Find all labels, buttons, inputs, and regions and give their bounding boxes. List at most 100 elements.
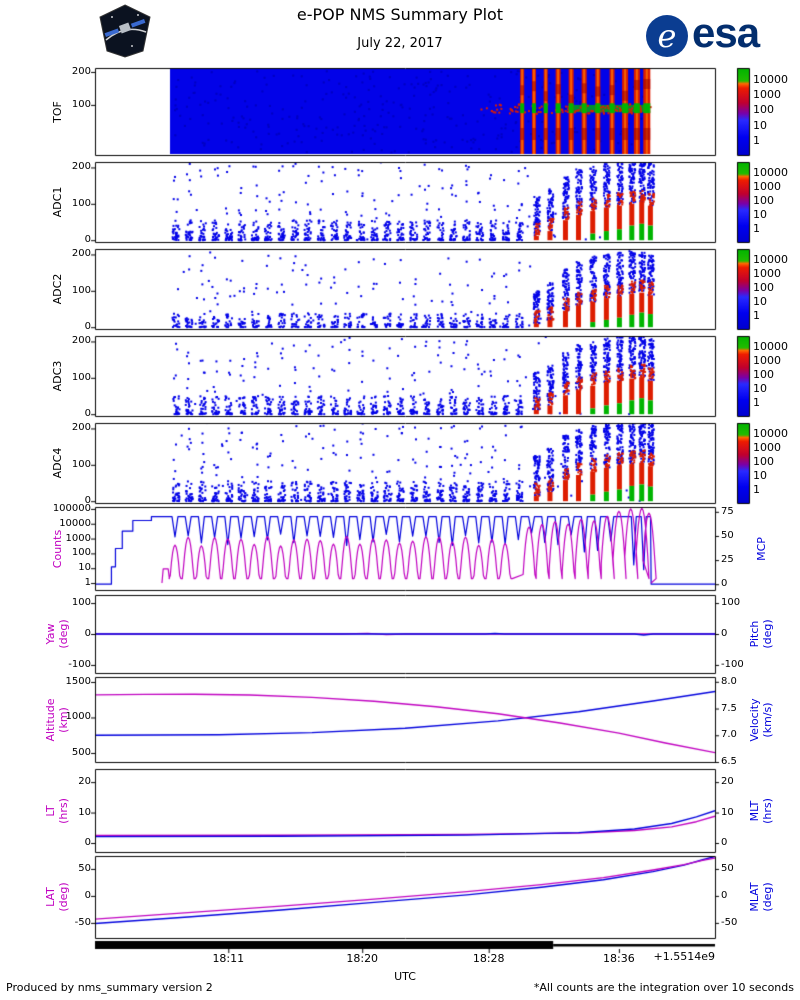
y-tick-label: 100 [71,547,91,559]
esa-emblem-icon: e [646,15,688,57]
y-tick-label: 0 [84,837,91,848]
axis-title-adc3: ADC3 [50,360,64,392]
y-tick-label: 1000 [65,711,91,723]
y-tick-label: -100 [721,658,744,670]
y-tick-label: 50 [721,862,734,874]
y-tick-label: 200 [71,65,91,77]
x-tick-label: 18:20 [346,952,379,965]
y-tick-label: 20 [721,776,734,788]
y-tick-label: 100 [71,458,91,470]
axis-offset-label: +1.5514e9 [653,950,715,963]
colorbar-tick-label: 1 [753,133,760,147]
colorbar-tick-label: 10000 [753,340,788,353]
y-tick-label: 10 [78,562,91,574]
x-axis-title: UTC [394,970,416,983]
y-tick-label: 100 [71,284,91,296]
colorbar-tick-label: 100 [753,103,774,117]
colorbar-tick-label: 1 [753,309,760,322]
y-tick-label: 0 [84,408,91,420]
colorbar-tick-label: 1000 [753,441,781,454]
y-tick-label: 0 [84,628,91,639]
axis-title-altitude-left: Altitude (km) [44,698,70,741]
colorbar-tick-label: 1000 [753,354,781,367]
colorbar-tick-label: 10 [753,118,767,132]
y-tick-label: -50 [74,916,91,928]
y-tick-label: 100 [721,597,741,609]
satellite-icon [104,18,146,38]
y-tick-label: 0 [721,889,728,901]
colorbar-tick-label: 10000 [753,427,788,440]
y-tick-label: 200 [71,422,91,434]
colorbar-tick-label: 100 [753,194,774,207]
y-tick-label: 10000 [59,517,91,529]
colorbar-tick-label: 10000 [753,72,788,86]
y-tick-label: 10 [78,806,91,818]
plot-title: e-POP NMS Summary Plot [296,5,504,24]
y-tick-label: 100 [71,597,91,609]
y-tick-label: 200 [71,248,91,260]
y-tick-label: 0 [84,889,91,901]
y-tick-label: 0 [84,321,91,333]
colorbar-tick-label: 10000 [753,166,788,179]
x-tick-label: 18:36 [603,952,635,965]
axis-title-counts-left: Counts [50,529,64,568]
colorbar-tick-label: 100 [753,368,774,381]
y-tick-label: 1000 [65,532,91,544]
y-tick-label: 0 [721,578,728,590]
axis-title-attitude-left: Yaw (deg) [44,619,70,649]
y-tick-label: 25 [721,554,734,566]
y-tick-label: 75 [721,505,734,517]
colorbar-tick-label: 10000 [753,253,788,266]
colorbar-tick-label: 10 [753,295,767,308]
y-tick-label: 0 [721,837,728,848]
y-tick-label: 1 [84,577,91,589]
axis-title-lat-right: MLAT (deg) [748,882,774,912]
colorbar-tick-label: 1000 [753,180,781,193]
colorbar-tick-label: 100 [753,455,774,468]
axis-title-adc4: ADC4 [50,447,64,479]
y-tick-label: 10 [721,806,734,818]
y-tick-label: 100000 [52,502,91,514]
y-tick-label: 8.0 [721,675,737,687]
cassiope-mission-patch-logo [99,4,151,58]
colorbar-tick-label: 100 [753,281,774,294]
y-tick-label: 100 [71,98,91,110]
colorbar-tick-label: 1000 [753,88,781,102]
plot-date: July 22, 2017 [357,36,443,51]
integration-note: *All counts are the integration over 10 … [533,981,794,994]
produced-by-note: Produced by nms_summary version 2 [6,981,213,994]
y-tick-label: 1500 [65,675,91,687]
axis-title-lt-right: MLT (hrs) [748,797,774,824]
axis-title-adc2: ADC2 [50,273,64,305]
axis-title-altitude-right: Velocity (km/s) [748,697,774,742]
y-tick-label: 500 [71,746,91,758]
colorbar-tick-label: 1000 [753,267,781,280]
axis-title-counts-right: MCP [754,536,768,561]
y-tick-label: 200 [71,335,91,347]
axis-title-lt-left: LT (hrs) [44,797,70,824]
y-tick-label: 200 [71,161,91,173]
esa-logo: e esa [646,9,760,60]
colorbar-tick-label: 1 [753,396,760,409]
y-tick-label: 50 [78,862,91,874]
y-tick-label: 7.0 [721,729,737,741]
y-tick-label: 20 [78,776,91,788]
y-tick-label: 0 [721,628,728,639]
colorbar-tick-label: 1 [753,222,760,235]
x-tick-label: 18:11 [212,952,245,965]
axis-title-adc1: ADC1 [50,186,64,218]
y-tick-label: -100 [68,658,91,670]
colorbar-tick-label: 10 [753,208,767,221]
axis-title-attitude-right: Pitch (deg) [748,619,774,649]
colorbar-tick-label: 10 [753,382,767,395]
y-tick-label: 6.5 [721,756,737,767]
colorbar-tick-label: 1 [753,483,760,496]
esa-wordmark: esa [692,9,760,56]
y-tick-label: 0 [84,234,91,246]
axis-title-lat-left: LAT (deg) [44,882,70,912]
y-tick-label: 100 [71,371,91,383]
y-tick-label: -50 [721,916,738,928]
y-tick-label: 0 [84,495,91,507]
